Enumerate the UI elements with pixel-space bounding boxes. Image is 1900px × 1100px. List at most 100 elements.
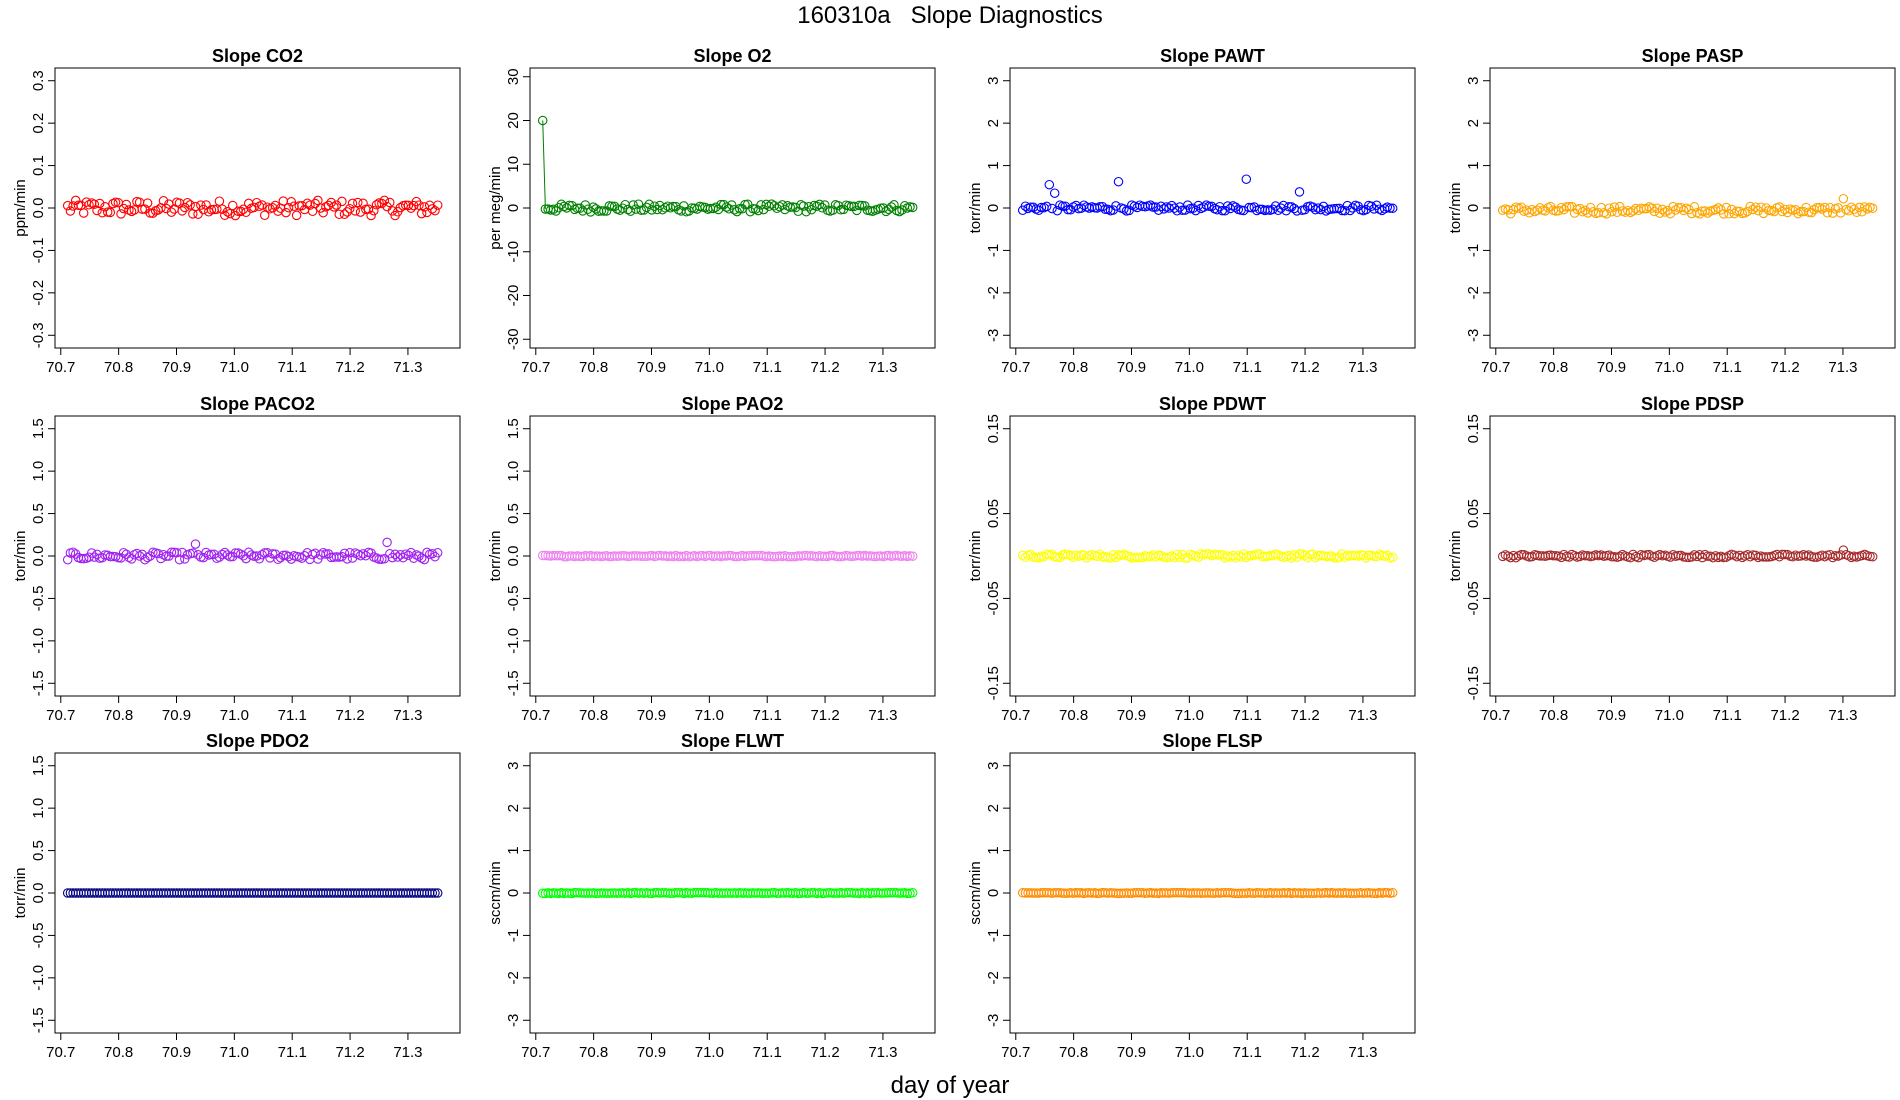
x-tick-label: 71.2 <box>335 359 364 376</box>
y-axis-label: torr/min <box>12 868 29 919</box>
figure-title: 160310a Slope Diagnostics <box>797 2 1103 29</box>
data-point <box>339 209 350 220</box>
data-point <box>222 207 233 217</box>
y-axis-label: torr/min <box>487 531 504 582</box>
data-point <box>403 200 414 211</box>
data-point <box>345 203 355 214</box>
data-point <box>1607 206 1617 217</box>
x-tick-label: 71.0 <box>220 1044 249 1061</box>
y-tick-label: 2 <box>505 804 522 812</box>
y-tick-label: -20 <box>505 285 522 307</box>
data-point <box>1511 552 1521 563</box>
panel-slope-o2: Slope O2 70.7 70.8 70.9 71.0 71.1 71.2 71.3 -30 -… <box>487 46 936 376</box>
panel-title: Slope PAWT <box>1160 46 1265 66</box>
y-axis-label: per meg/min <box>487 166 504 249</box>
data-point <box>366 210 376 221</box>
data-point <box>716 199 726 210</box>
data-point <box>1119 204 1129 214</box>
data-point <box>1820 202 1830 213</box>
data-point <box>297 553 307 563</box>
data-point <box>1382 550 1393 561</box>
x-tick-label: 71.0 <box>1655 359 1684 376</box>
data-point <box>414 551 424 561</box>
data-point <box>432 888 443 898</box>
data-point <box>1047 549 1057 559</box>
data-point <box>148 208 158 218</box>
data-point <box>281 207 291 218</box>
x-tick-label: 71.2 <box>810 707 839 724</box>
data-point <box>422 547 432 558</box>
y-tick-label: 1 <box>505 846 522 854</box>
data-point <box>625 206 636 216</box>
data-point <box>84 200 94 210</box>
data-point <box>607 201 617 212</box>
data-point <box>854 200 865 211</box>
x-tick-label: 71.3 <box>868 359 897 376</box>
data-point <box>427 888 438 898</box>
data-point <box>1289 203 1299 214</box>
data-point <box>432 548 443 558</box>
data-point <box>1657 204 1668 215</box>
data-point <box>636 205 646 215</box>
x-tick-label: 71.1 <box>1713 359 1742 376</box>
data-point <box>894 206 905 217</box>
data-point <box>321 549 331 559</box>
data-point <box>1825 202 1835 213</box>
y-tick-label: -3 <box>985 329 1002 342</box>
x-tick-label: 70.9 <box>637 359 666 376</box>
panel-slope-pdsp: Slope PDSP 70.7 70.8 70.9 71.0 71.1 71.2 71.3 -0… <box>1447 394 1896 724</box>
y-tick-label: -10 <box>505 241 522 263</box>
data-point <box>190 539 201 549</box>
data-point <box>73 200 84 211</box>
y-tick-label: 1.5 <box>30 418 47 439</box>
y-tick-label: -0.15 <box>1465 666 1482 700</box>
data-point <box>166 207 177 217</box>
x-tick-label: 71.3 <box>868 1044 897 1061</box>
x-tick-label: 71.0 <box>695 1044 724 1061</box>
data-point <box>1867 551 1878 562</box>
y-tick-label: 0.15 <box>985 414 1002 443</box>
data-point <box>331 552 342 562</box>
data-point <box>390 549 400 560</box>
panel-slope-pawt: Slope PAWT 70.7 70.8 70.9 71.0 71.1 71.2 71.3 -3… <box>967 46 1416 376</box>
data-point <box>62 200 73 211</box>
x-tick-label: 71.3 <box>1348 359 1377 376</box>
data-point <box>374 554 384 564</box>
data-point <box>142 198 153 208</box>
data-point <box>62 554 73 565</box>
x-tick-label: 70.9 <box>637 707 666 724</box>
y-tick-label: -2 <box>985 286 1002 299</box>
y-tick-label: 0.0 <box>30 546 47 567</box>
data-point <box>353 197 363 208</box>
x-tick-label: 71.2 <box>1290 1044 1319 1061</box>
data-point <box>1756 202 1766 212</box>
data-point <box>601 206 612 216</box>
y-tick-label: -2 <box>505 971 522 984</box>
panel-title: Slope FLWT <box>681 731 784 751</box>
y-tick-label: 0.0 <box>30 883 47 904</box>
data-point <box>1145 200 1156 210</box>
data-point <box>1814 202 1825 213</box>
data-point <box>1601 209 1612 219</box>
data-point <box>1044 179 1055 190</box>
data-point <box>1678 205 1689 216</box>
data-point <box>116 209 126 219</box>
data-point <box>732 206 742 217</box>
data-point <box>382 537 392 548</box>
data-point <box>385 197 395 208</box>
data-point <box>172 548 182 558</box>
data-point <box>1862 204 1873 214</box>
x-axis-label: day of year <box>890 1072 1010 1099</box>
y-tick-label: 30 <box>505 68 522 85</box>
y-tick-label: 3 <box>985 762 1002 770</box>
data-point <box>182 197 193 208</box>
data-point <box>339 548 350 559</box>
data-point <box>1660 207 1670 217</box>
data-point <box>644 199 654 210</box>
panel-title: Slope PACO2 <box>200 394 315 414</box>
data-point <box>430 888 440 898</box>
data-point <box>1212 550 1222 560</box>
data-point <box>1857 207 1867 217</box>
y-tick-label: 0.15 <box>1465 414 1482 443</box>
data-point <box>124 552 134 563</box>
